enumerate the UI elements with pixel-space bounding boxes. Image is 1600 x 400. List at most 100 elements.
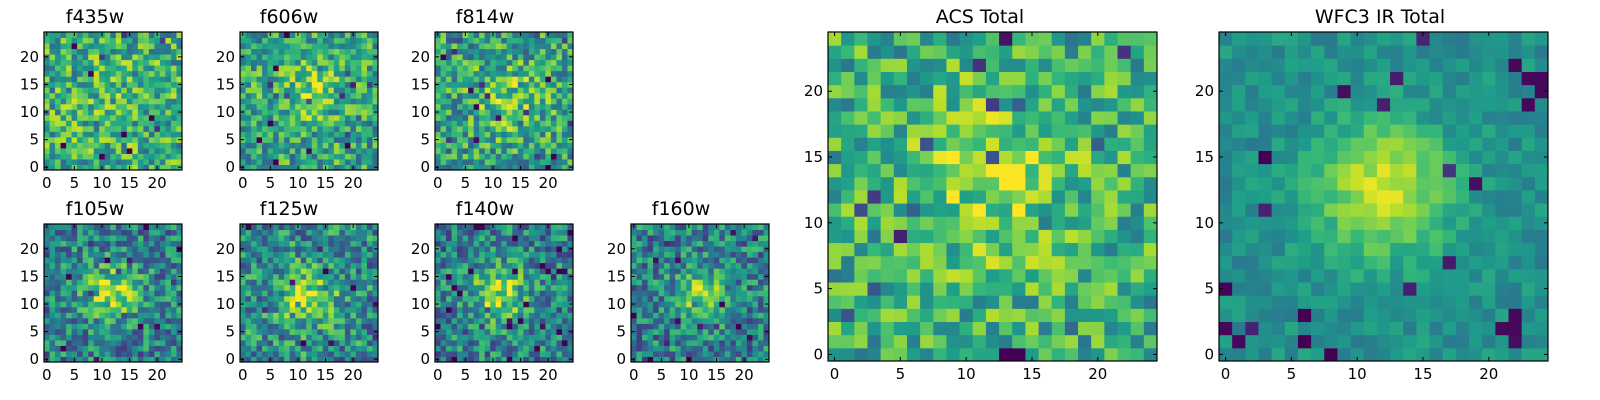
heatmap-cell xyxy=(479,65,486,72)
heatmap-cell xyxy=(44,43,51,50)
heatmap-cell xyxy=(350,142,357,149)
heatmap-cell xyxy=(300,92,307,99)
heatmap-cell xyxy=(550,48,557,55)
heatmap-cell xyxy=(741,268,748,275)
heatmap-cell xyxy=(647,240,654,247)
heatmap-cell xyxy=(702,290,709,297)
heatmap-cell xyxy=(440,114,447,121)
heatmap-cell xyxy=(344,235,351,242)
heatmap-cell xyxy=(121,306,128,313)
heatmap-cell xyxy=(1104,282,1119,296)
heatmap-cell xyxy=(240,114,247,121)
heatmap-cell xyxy=(512,251,519,258)
heatmap-cell xyxy=(350,345,357,352)
heatmap-cell xyxy=(311,301,318,308)
heatmap-cell xyxy=(71,48,78,55)
heatmap-cell xyxy=(311,114,318,121)
heatmap-cell xyxy=(473,334,480,341)
heatmap-cell xyxy=(273,284,280,291)
heatmap-cell xyxy=(165,235,172,242)
heatmap-cell xyxy=(126,109,133,116)
heatmap-cell xyxy=(366,224,373,231)
heatmap-cell xyxy=(159,323,166,330)
heatmap-cell xyxy=(339,120,346,127)
heatmap-cell xyxy=(273,279,280,286)
heatmap-cell xyxy=(556,290,563,297)
heatmap-cell xyxy=(561,142,568,149)
heatmap-cell xyxy=(278,81,285,88)
heatmap-cell xyxy=(154,59,161,66)
heatmap-cell xyxy=(539,43,546,50)
heatmap-cell xyxy=(534,350,541,357)
heatmap-cell xyxy=(1012,321,1026,336)
heatmap-cell xyxy=(501,273,508,280)
heatmap-cell xyxy=(137,312,144,319)
heatmap-cell xyxy=(154,70,161,77)
heatmap-cell xyxy=(880,268,895,283)
heatmap-cell xyxy=(985,295,1000,309)
heatmap-cell xyxy=(311,103,318,110)
heatmap-cell xyxy=(697,317,704,324)
heatmap-cell xyxy=(556,32,563,39)
heatmap-cell xyxy=(446,125,453,132)
heatmap-cell xyxy=(933,308,947,323)
heatmap-cell xyxy=(906,203,921,217)
heatmap-cell xyxy=(501,240,508,247)
heatmap-cell xyxy=(372,350,379,357)
heatmap-cell xyxy=(550,279,557,286)
heatmap-cell xyxy=(680,251,687,258)
heatmap-cell xyxy=(517,240,524,247)
heatmap-cell xyxy=(99,37,106,44)
heatmap-cell xyxy=(66,87,73,94)
heatmap-cell xyxy=(300,323,307,330)
heatmap-cell xyxy=(490,147,497,154)
heatmap-cell xyxy=(462,284,469,291)
heatmap-cell xyxy=(143,81,150,88)
heatmap-cell xyxy=(306,98,313,105)
heatmap-cell xyxy=(339,54,346,61)
heatmap-cell xyxy=(1038,163,1053,178)
heatmap-cell xyxy=(44,158,51,165)
heatmap-cell xyxy=(653,235,660,242)
heatmap-cell xyxy=(306,284,313,291)
heatmap-cell xyxy=(719,356,726,363)
heatmap-cell xyxy=(284,131,291,138)
heatmap-cell xyxy=(77,87,84,94)
x-tick-label: 15 xyxy=(316,174,335,192)
heatmap-cell xyxy=(523,246,530,253)
heatmap-cell xyxy=(446,295,453,302)
heatmap-cell xyxy=(256,109,263,116)
heatmap-cell xyxy=(517,273,524,280)
heatmap-cell xyxy=(77,142,84,149)
heatmap-cell xyxy=(372,98,379,105)
heatmap-cell xyxy=(528,87,535,94)
heatmap-cell xyxy=(99,125,106,132)
heatmap-cell xyxy=(278,229,285,236)
heatmap-cell xyxy=(680,323,687,330)
heatmap-cell xyxy=(137,98,144,105)
heatmap-cell xyxy=(702,235,709,242)
heatmap-cell xyxy=(159,136,166,143)
heatmap-cell xyxy=(479,257,486,264)
heatmap-cell xyxy=(484,65,491,72)
heatmap-cell xyxy=(752,334,759,341)
heatmap-cell xyxy=(104,70,111,77)
heatmap-cell xyxy=(154,142,161,149)
heatmap-cell xyxy=(854,282,868,296)
heatmap-cell xyxy=(240,43,247,50)
heatmap-cell xyxy=(473,284,480,291)
heatmap-cell xyxy=(517,323,524,330)
heatmap-cell xyxy=(49,229,56,236)
heatmap-cell xyxy=(636,246,643,253)
heatmap-cell xyxy=(691,224,698,231)
heatmap-cell xyxy=(240,295,247,302)
heatmap-cell xyxy=(920,189,934,204)
heatmap-cell xyxy=(77,43,84,50)
heatmap-cell xyxy=(642,323,649,330)
heatmap-cell xyxy=(440,328,447,335)
heatmap-cell xyxy=(99,131,106,138)
heatmap-cell xyxy=(946,216,961,230)
heatmap-cell xyxy=(457,120,464,127)
heatmap-cell xyxy=(121,164,128,171)
heatmap-cell xyxy=(159,246,166,253)
